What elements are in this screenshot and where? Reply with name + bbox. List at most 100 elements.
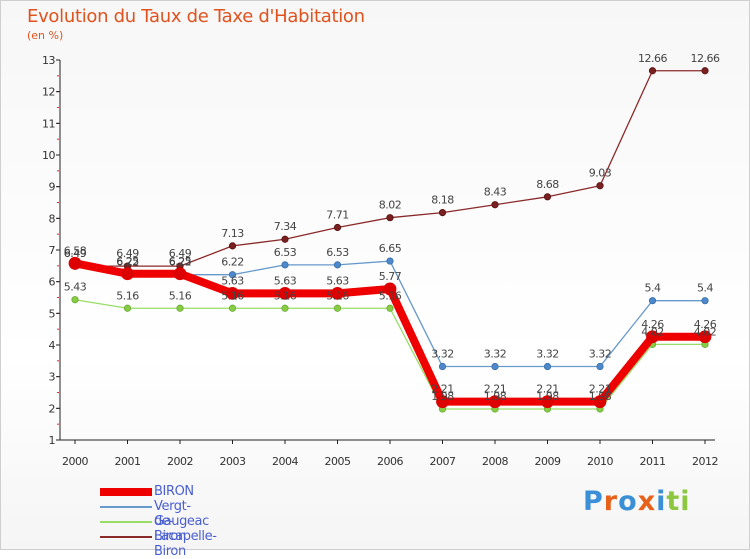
data-point (173, 267, 187, 281)
y-tick-label: 9 (49, 181, 56, 194)
data-point (121, 267, 134, 281)
data-label: 5.16 (169, 289, 192, 302)
y-minor-tick (57, 202, 59, 203)
data-point (386, 304, 394, 312)
data-label: 2.21 (536, 383, 559, 396)
logo-letter: t (666, 486, 681, 517)
legend-swatch (100, 521, 152, 523)
data-label: 5.16 (221, 289, 244, 302)
data-label: 1.98 (484, 390, 507, 403)
legend-label: Lacapelle-Biron (154, 529, 217, 559)
data-label: 8.43 (484, 186, 507, 199)
data-label: 5.4 (697, 282, 713, 295)
y-tick-label: 6 (49, 276, 56, 289)
data-point (226, 286, 239, 300)
data-label: 12.66 (691, 52, 720, 65)
data-point (278, 286, 292, 300)
logo-letter: r (603, 486, 619, 517)
data-label: 1.98 (589, 390, 612, 403)
data-label: 9.03 (589, 167, 612, 180)
data-point (488, 395, 502, 409)
x-tick-label: 2005 (325, 455, 351, 468)
chart-title: Evolution du Taux de Taxe d'Habitation (27, 6, 365, 27)
data-label: 5.63 (274, 274, 297, 287)
data-point (228, 271, 237, 279)
logo-letter: x (637, 486, 657, 517)
x-tick-label: 2002 (167, 455, 193, 468)
proxiti-logo: Proxiti (583, 486, 691, 517)
logo-letter: i (656, 486, 667, 517)
legend-swatch (100, 488, 152, 496)
y-tick-label: 11 (42, 117, 55, 130)
y-tick-label: 5 (49, 307, 56, 320)
y-minor-tick (57, 138, 59, 140)
data-label: 2.21 (484, 383, 507, 396)
x-tick-label: 2001 (115, 455, 141, 468)
data-point (596, 362, 604, 371)
y-tick-label: 10 (42, 149, 55, 162)
data-point (68, 256, 82, 270)
x-tick-label: 2010 (587, 455, 613, 468)
y-tick-label: 4 (49, 339, 56, 352)
y-minor-tick (57, 328, 59, 330)
data-label: 4.02 (641, 325, 664, 338)
data-point (176, 304, 184, 312)
data-label: 6.25 (169, 255, 192, 268)
y-tick-label: 12 (42, 86, 55, 99)
y-minor-tick (57, 265, 59, 267)
data-label: 8.68 (536, 178, 559, 191)
y-minor-tick (57, 392, 59, 393)
data-label: 5.16 (326, 289, 349, 302)
data-point (438, 362, 447, 371)
y-tick-label: 1 (49, 434, 56, 447)
data-point (701, 297, 709, 305)
y-tick-label: 8 (49, 212, 56, 225)
data-label: 3.32 (589, 348, 612, 361)
x-tick-label: 2011 (640, 455, 666, 468)
data-point (228, 242, 237, 250)
data-label: 7.13 (221, 227, 244, 240)
data-label: 5.63 (326, 274, 349, 287)
data-point (543, 193, 552, 201)
data-point (491, 362, 499, 371)
data-label: 6.53 (274, 246, 297, 259)
data-label: 4.26 (641, 318, 664, 331)
data-point (71, 296, 79, 304)
legend-swatch (100, 506, 152, 508)
data-label: 7.71 (326, 209, 349, 222)
data-label: 5.16 (274, 289, 297, 302)
data-point (281, 304, 289, 312)
data-label: 2.21 (589, 383, 612, 396)
x-tick-label: 2004 (272, 455, 298, 468)
data-label: 4.26 (694, 318, 717, 331)
data-label: 6.22 (116, 256, 139, 269)
data-point (383, 282, 397, 296)
data-label: 2.21 (431, 383, 454, 396)
data-point (701, 67, 709, 75)
data-point (123, 304, 132, 312)
data-label: 5.77 (379, 270, 402, 283)
x-tick-label: 2003 (220, 455, 246, 468)
data-label: 6.49 (116, 247, 139, 260)
y-minor-tick (57, 233, 59, 235)
data-point (593, 395, 607, 409)
data-point (646, 330, 659, 344)
x-tick-label: 2008 (482, 455, 508, 468)
data-point (386, 214, 394, 222)
x-tick-label: 2000 (62, 455, 88, 468)
data-label: 8.02 (379, 199, 402, 212)
data-point (698, 330, 712, 344)
x-tick-label: 2007 (430, 455, 456, 468)
data-label: 3.32 (536, 348, 559, 361)
y-minor-tick (57, 423, 59, 425)
data-label: 1.98 (536, 390, 559, 403)
data-point (386, 257, 394, 265)
data-label: 4.02 (694, 325, 717, 338)
data-label: 6.53 (326, 246, 349, 259)
y-minor-tick (57, 75, 59, 77)
logo-letter: o (618, 486, 638, 517)
data-point (543, 362, 552, 371)
y-minor-tick (57, 297, 59, 298)
data-point (228, 304, 237, 312)
